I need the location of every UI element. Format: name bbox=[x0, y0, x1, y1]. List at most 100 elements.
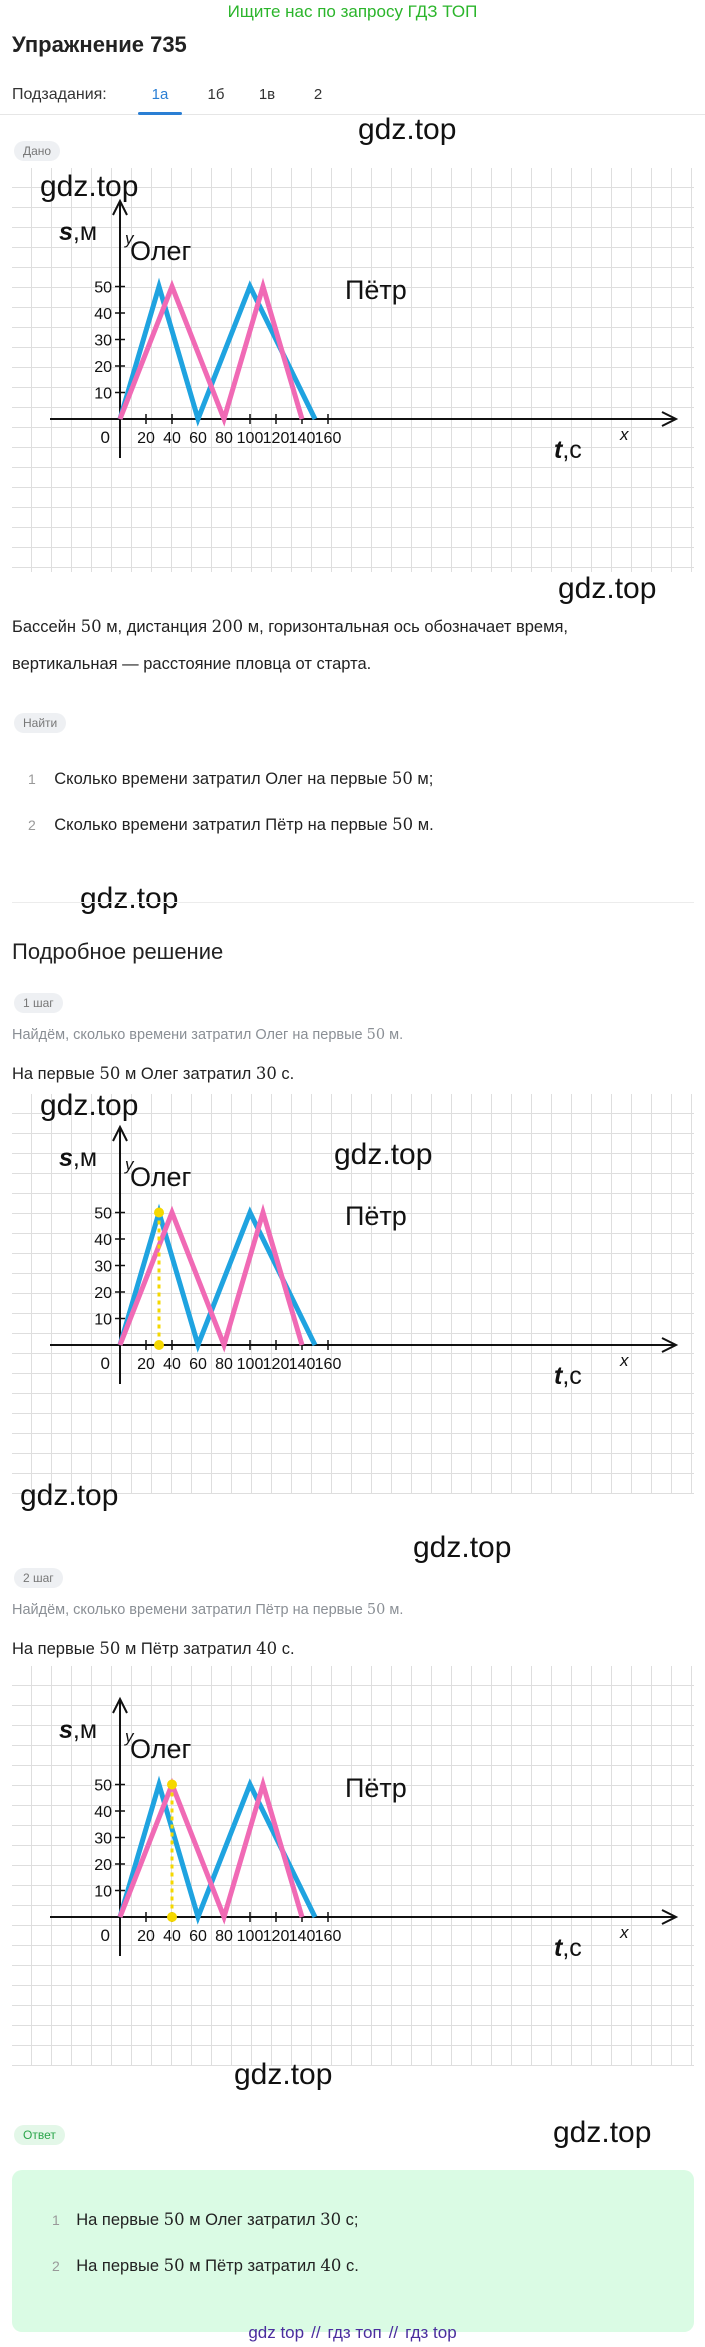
step-2-hint: Найдём, сколько времени затратил Пётр на… bbox=[12, 1602, 404, 1618]
graph-1: 20 40 60 80 100 120 140 160 10 20 30 40 50 0 s,м y t,с x О… bbox=[50, 198, 679, 464]
highlight-point bbox=[167, 1912, 177, 1922]
answer-box bbox=[12, 2170, 694, 2332]
find-chip: Найти bbox=[14, 713, 67, 733]
y-tick-label: 40 bbox=[94, 1232, 112, 1249]
y-tick-label: 40 bbox=[94, 306, 112, 323]
series-line-petr bbox=[117, 277, 305, 427]
watermark: gdz.top bbox=[358, 113, 457, 146]
x-tick-label: 80 bbox=[215, 1356, 233, 1373]
y-tick-label: 50 bbox=[94, 1778, 112, 1795]
series-line-oleg bbox=[117, 1203, 318, 1353]
footer-link[interactable]: гдз топ bbox=[327, 2323, 382, 2342]
series-label-oleg: Олег bbox=[130, 1734, 191, 1764]
page-title: Упражнение 735 bbox=[12, 32, 187, 57]
x-tick-label: 120 bbox=[263, 430, 290, 447]
x-tick-label: 60 bbox=[189, 1928, 207, 1945]
origin-label: 0 bbox=[101, 428, 110, 447]
series-line-petr bbox=[117, 1775, 305, 1925]
x-tick-label: 40 bbox=[163, 1928, 181, 1945]
y-axis-arrow bbox=[112, 1124, 128, 1142]
x-axis-label: t,с bbox=[554, 1934, 582, 1962]
active-tab-indicator bbox=[138, 112, 182, 115]
y-axis-letter: y bbox=[124, 1155, 135, 1174]
footer-link[interactable]: gdz top bbox=[248, 2323, 305, 2342]
x-tick-label: 160 bbox=[315, 430, 342, 447]
x-tick-label: 60 bbox=[189, 430, 207, 447]
highlight-point bbox=[154, 1207, 164, 1218]
series-label-petr: Пётр bbox=[345, 1201, 407, 1231]
x-tick-label: 140 bbox=[289, 1928, 316, 1945]
watermark: gdz.top bbox=[80, 882, 179, 915]
origin-label: 0 bbox=[101, 1354, 110, 1373]
series-label-oleg: Олег bbox=[130, 1162, 191, 1192]
watermark: gdz.top bbox=[20, 1479, 119, 1512]
x-tick-label: 100 bbox=[237, 430, 264, 447]
y-tick-label: 10 bbox=[94, 1884, 112, 1901]
x-tick-label: 120 bbox=[263, 1356, 290, 1373]
series-line-oleg bbox=[117, 1775, 318, 1925]
x-tick-label: 20 bbox=[137, 1356, 155, 1373]
step-2-result: На первые 50 м Пётр затратил 40 с. bbox=[12, 1639, 295, 1658]
answer-item: 1 На первые 50 м Олег затратил 30 с; bbox=[52, 2210, 359, 2229]
condition-text: Бассейн 50 м, дистанция 200 м, горизонта… bbox=[12, 617, 568, 674]
series-line-petr bbox=[117, 1203, 305, 1353]
x-tick-label: 20 bbox=[137, 1928, 155, 1945]
y-tick-label: 20 bbox=[94, 359, 112, 376]
graph-2-panel: 20 40 60 80 100 120 140 160 10 20 30 40 50 0 s,м y t,с x О… bbox=[12, 1094, 694, 1494]
graph-3: 20 40 60 80 100 120 140 160 10 20 30 40 50 0 s,м y t,с x О… bbox=[50, 1696, 679, 1962]
solution-heading: Подробное решение bbox=[12, 939, 224, 964]
watermark: gdz.top bbox=[40, 170, 139, 203]
x-axis-letter: x bbox=[619, 1351, 629, 1370]
y-tick-label: 20 bbox=[94, 1857, 112, 1874]
x-axis-arrow bbox=[661, 411, 679, 427]
x-tick-label: 100 bbox=[237, 1928, 264, 1945]
tab-2[interactable]: 2 bbox=[313, 86, 323, 103]
top-ad-link[interactable]: Ищите нас по запросу ГДЗ ТОП bbox=[227, 2, 478, 21]
x-tick-label: 100 bbox=[237, 1356, 264, 1373]
x-axis-label: t,с bbox=[554, 436, 582, 464]
tabs-divider bbox=[0, 114, 705, 115]
answer-item: 2 На первые 50 м Пётр затратил 40 с. bbox=[52, 2256, 359, 2275]
watermark: gdz.top bbox=[413, 1531, 512, 1564]
y-tick-label: 50 bbox=[94, 1206, 112, 1223]
y-axis-label: s,м bbox=[59, 1716, 97, 1744]
y-axis-letter: y bbox=[124, 229, 135, 248]
x-tick-label: 80 bbox=[215, 1928, 233, 1945]
highlight-point bbox=[154, 1340, 164, 1350]
x-tick-label: 60 bbox=[189, 1356, 207, 1373]
y-tick-label: 30 bbox=[94, 1259, 112, 1276]
y-tick-label: 30 bbox=[94, 1831, 112, 1848]
y-tick-label: 10 bbox=[94, 1312, 112, 1329]
x-axis-arrow bbox=[661, 1337, 679, 1353]
graph-3-panel: 20 40 60 80 100 120 140 160 10 20 30 40 50 0 s,м y t,с x О… bbox=[12, 1666, 694, 2066]
watermark: gdz.top bbox=[558, 572, 657, 605]
find-item: 2 Сколько времени затратил Пётр на первы… bbox=[28, 815, 434, 834]
divider bbox=[12, 902, 694, 903]
y-tick-label: 30 bbox=[94, 333, 112, 350]
y-axis-label: s,м bbox=[59, 218, 97, 246]
step-2-chip: 2 шаг bbox=[14, 1568, 63, 1588]
y-axis-arrow bbox=[112, 198, 128, 216]
x-tick-label: 20 bbox=[137, 430, 155, 447]
x-tick-label: 40 bbox=[163, 1356, 181, 1373]
series-line-oleg bbox=[117, 277, 318, 427]
x-axis-label: t,с bbox=[554, 1362, 582, 1390]
series-label-petr: Пётр bbox=[345, 275, 407, 305]
x-tick-label: 120 bbox=[263, 1928, 290, 1945]
tab-1v[interactable]: 1в bbox=[258, 86, 276, 103]
tab-1a[interactable]: 1а bbox=[151, 86, 169, 103]
x-axis-arrow bbox=[661, 1909, 679, 1925]
x-tick-label: 40 bbox=[163, 430, 181, 447]
watermark: gdz.top bbox=[553, 2116, 652, 2149]
highlight-point bbox=[167, 1779, 177, 1790]
tab-1b[interactable]: 1б bbox=[207, 86, 225, 103]
footer-link[interactable]: гдз top bbox=[405, 2323, 457, 2342]
y-axis-label: s,м bbox=[59, 1144, 97, 1172]
step-1-chip: 1 шаг bbox=[14, 993, 63, 1013]
y-tick-label: 20 bbox=[94, 1285, 112, 1302]
answer-chip: Ответ bbox=[14, 2125, 65, 2145]
x-axis-letter: x bbox=[619, 425, 629, 444]
x-tick-label: 140 bbox=[289, 430, 316, 447]
x-tick-label: 160 bbox=[315, 1928, 342, 1945]
y-tick-label: 40 bbox=[94, 1804, 112, 1821]
